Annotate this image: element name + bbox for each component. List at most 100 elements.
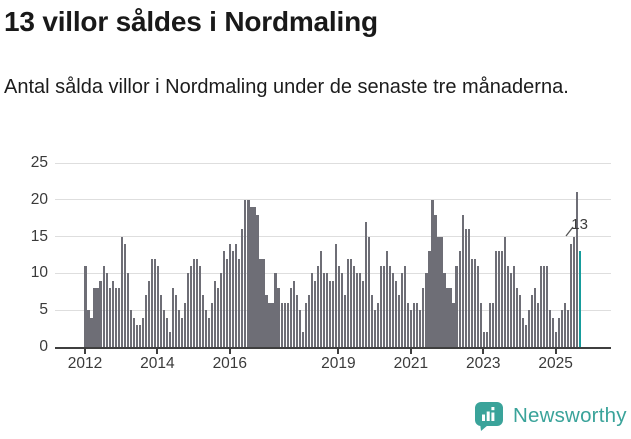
- bar: [90, 317, 93, 347]
- bar: [377, 302, 380, 347]
- bar: [313, 280, 316, 347]
- bar: [500, 251, 503, 347]
- bar: [473, 258, 476, 347]
- bar: [102, 266, 105, 347]
- bar: [349, 258, 353, 347]
- bar: [576, 192, 579, 347]
- bar: [401, 273, 404, 347]
- bar: [398, 295, 401, 347]
- bar: [455, 266, 458, 347]
- bar: [132, 317, 135, 347]
- bar: [295, 295, 298, 347]
- x-axis-tick-label: 2019: [321, 355, 356, 372]
- bar: [446, 288, 449, 347]
- bar: [340, 273, 344, 347]
- bar: [431, 199, 434, 347]
- bar: [114, 288, 117, 347]
- bar: [443, 273, 446, 347]
- bar: [392, 273, 395, 347]
- bar: [244, 199, 247, 347]
- bar: [307, 295, 310, 347]
- x-axis-line: [55, 347, 611, 349]
- bar: [193, 258, 196, 347]
- bar: [334, 243, 337, 347]
- bar: [168, 332, 172, 347]
- bar: [425, 273, 428, 347]
- bar: [530, 295, 534, 347]
- bar: [226, 258, 229, 347]
- y-axis-tick-label: 15: [30, 227, 48, 245]
- bar: [93, 288, 96, 347]
- bar: [319, 251, 322, 347]
- chart-subtitle: Antal sålda villor i Nordmaling under de…: [4, 76, 569, 98]
- bar: [518, 295, 522, 347]
- bar: [129, 310, 132, 347]
- bar: [159, 295, 162, 347]
- bar: [120, 236, 123, 347]
- bar: [253, 207, 256, 347]
- bar: [268, 302, 271, 347]
- bar: [419, 310, 422, 347]
- bar: [364, 221, 368, 347]
- bar: [479, 302, 482, 347]
- x-axis-tick-label: 2021: [393, 355, 429, 372]
- newsworthy-logo[interactable]: Newsworthy: [474, 401, 627, 431]
- newsworthy-logo-text: Newsworthy: [513, 404, 627, 427]
- x-axis-tick-label: 2014: [140, 355, 175, 372]
- bar: [117, 288, 120, 347]
- newsworthy-bubble-icon: [475, 402, 503, 431]
- bar: [395, 280, 398, 347]
- x-axis-tick: [554, 349, 557, 354]
- bar: [337, 266, 340, 347]
- bar: [147, 280, 150, 347]
- bar: [440, 236, 443, 347]
- bar: [235, 243, 238, 347]
- bar: [467, 229, 470, 347]
- bar: [546, 266, 549, 347]
- bar: [286, 302, 289, 347]
- bar: [482, 332, 485, 347]
- y-axis-tick-label: 25: [30, 154, 48, 171]
- bar: [220, 273, 223, 347]
- bar: [552, 317, 555, 347]
- annotation-leader-line: [565, 226, 574, 237]
- bar: [437, 236, 440, 347]
- bar: [183, 302, 187, 347]
- bar: [570, 243, 573, 347]
- bar: [310, 273, 313, 347]
- bar: [509, 273, 512, 347]
- bar: [328, 280, 331, 347]
- bar: [374, 310, 377, 347]
- bar: [558, 317, 561, 347]
- bar: [497, 251, 500, 347]
- bar: [573, 236, 576, 347]
- bar: [171, 288, 175, 347]
- bar: [407, 302, 410, 347]
- x-axis-tick: [156, 349, 159, 354]
- y-axis-tick-label: 0: [39, 338, 48, 355]
- bar: [355, 273, 359, 347]
- bar: [205, 310, 208, 347]
- bar: [515, 288, 519, 347]
- bar: [428, 251, 431, 347]
- bar: [491, 302, 494, 347]
- bar: [189, 266, 193, 347]
- bar: [512, 266, 515, 347]
- bar: [485, 332, 488, 347]
- bar: [208, 317, 211, 347]
- bar: [346, 258, 350, 347]
- bar: [416, 302, 419, 347]
- bar: [434, 214, 437, 347]
- bar: [150, 258, 153, 347]
- bar: [144, 295, 147, 347]
- latest-value-label: 13: [571, 216, 588, 233]
- bar: [521, 317, 525, 347]
- bar: [533, 288, 537, 347]
- x-axis-tick-label: 2012: [67, 355, 103, 372]
- bar: [476, 266, 479, 347]
- bar: [536, 302, 540, 347]
- bar: [108, 288, 111, 347]
- bar: [289, 288, 292, 347]
- bar: [277, 288, 280, 347]
